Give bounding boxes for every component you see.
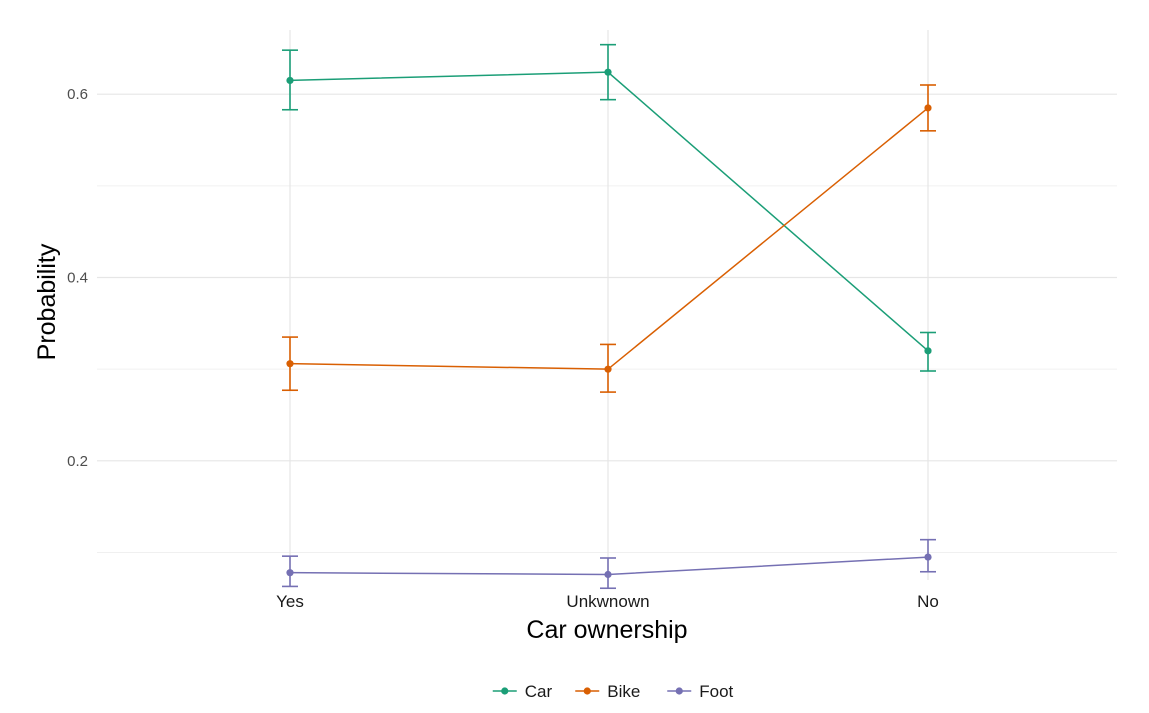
series-group [282,43,936,590]
data-point-bike [924,104,932,112]
legend-label: Foot [699,682,733,701]
legend-key-point [675,687,683,695]
legend: Car Bike Foot [492,682,734,701]
y-tick-label: 0.2 [67,453,88,470]
legend-item-foot: Foot [667,682,734,701]
y-tick-label: 0.6 [67,86,88,103]
legend-item-car: Car [492,682,553,701]
series-bike [282,84,936,393]
y-axis-ticks: 0.2 0.4 0.6 [67,86,88,470]
series-foot [282,538,936,590]
data-point-foot [286,569,294,577]
data-point-bike [286,360,294,368]
legend-item-bike: Bike [575,682,640,701]
x-tick-label: No [917,592,939,611]
data-point-car [924,347,932,355]
data-point-car [604,68,612,76]
grid [97,30,1117,580]
y-axis-title: Probability [33,243,61,360]
data-point-foot [924,553,932,561]
x-tick-label: Unkwnown [566,592,649,611]
data-point-car [286,76,294,85]
legend-label: Car [525,682,553,701]
legend-label: Bike [607,682,640,701]
legend-key-point [501,687,509,695]
data-point-foot [604,570,612,579]
x-tick-label: Yes [276,592,304,611]
y-tick-label: 0.4 [67,270,88,287]
series-car [282,43,936,372]
data-point-bike [604,365,612,373]
series-line-bike [289,107,929,370]
x-axis-title: Car ownership [526,616,687,644]
series-line-car [289,71,929,352]
legend-key-point [583,687,591,695]
x-axis-ticks: Yes Unkwnown No [276,592,939,611]
